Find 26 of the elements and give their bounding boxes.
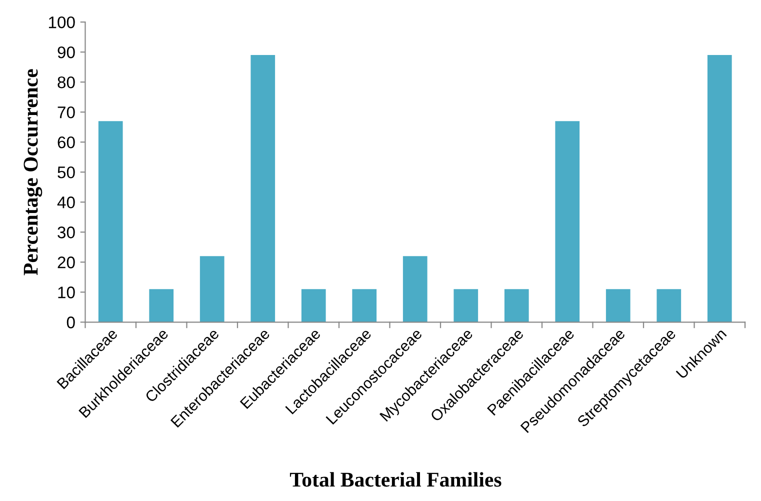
- bar: [504, 289, 529, 322]
- bar: [555, 121, 580, 322]
- bar: [250, 55, 276, 322]
- y-tick-label: 70: [58, 106, 75, 118]
- y-tick-label: 80: [58, 76, 75, 88]
- y-tick-label: 100: [48, 16, 75, 28]
- y-tick-label: 50: [58, 166, 75, 178]
- bar: [149, 289, 174, 322]
- y-tick-label: 10: [58, 286, 75, 298]
- bar: [352, 289, 377, 322]
- y-tick-label: 20: [58, 256, 75, 268]
- bar: [98, 121, 123, 322]
- bar: [707, 55, 732, 322]
- bar: [656, 289, 682, 322]
- bar: [606, 289, 630, 322]
- bar: [454, 289, 478, 322]
- y-tick-label: 30: [58, 226, 75, 238]
- y-tick-label: 0: [66, 316, 75, 328]
- bar: [402, 256, 428, 322]
- y-tick-label: 90: [58, 46, 75, 58]
- y-axis-title: Percentage Occurrence: [24, 69, 42, 276]
- y-tick-label: 60: [58, 136, 75, 148]
- bar: [301, 289, 326, 322]
- bar: [200, 256, 224, 322]
- y-tick-label: 40: [57, 196, 75, 208]
- x-axis-title: Total Bacterial Families: [290, 472, 502, 487]
